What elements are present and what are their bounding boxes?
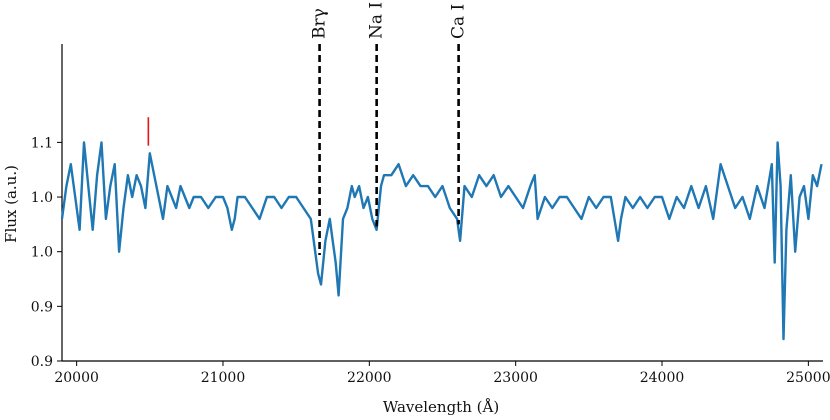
y-tick-label: 1.0 [31,190,53,206]
y-axis: 0.9 0.9 1.0 1.0 1.1 [31,44,63,370]
series-layer [60,141,823,341]
x-tick-label: 25000 [786,370,830,386]
annotation-label: Ca I [449,4,469,39]
x-tick-label: 24000 [640,370,685,386]
y-tick-label: 1.0 [31,245,53,261]
annotation-label: Brγ [310,8,330,39]
x-tick-label: 21000 [201,370,246,386]
y-tick-label: 0.9 [31,299,53,315]
y-tick-label: 0.9 [31,354,53,370]
x-axis: 20000 21000 22000 23000 24000 25000 [54,360,830,386]
y-axis-label: Flux (a.u.) [2,165,20,243]
annotation-layer: Brγ Na I Ca I [147,2,469,255]
x-axis-label: Wavelength (Å) [383,398,499,416]
y-tick-label: 1.1 [31,135,53,151]
x-tick-label: 22000 [347,370,392,386]
x-tick-label: 23000 [493,370,538,386]
x-tick-label: 20000 [54,370,99,386]
annotation-label: Na I [367,2,387,39]
series-line-0 [60,141,823,341]
